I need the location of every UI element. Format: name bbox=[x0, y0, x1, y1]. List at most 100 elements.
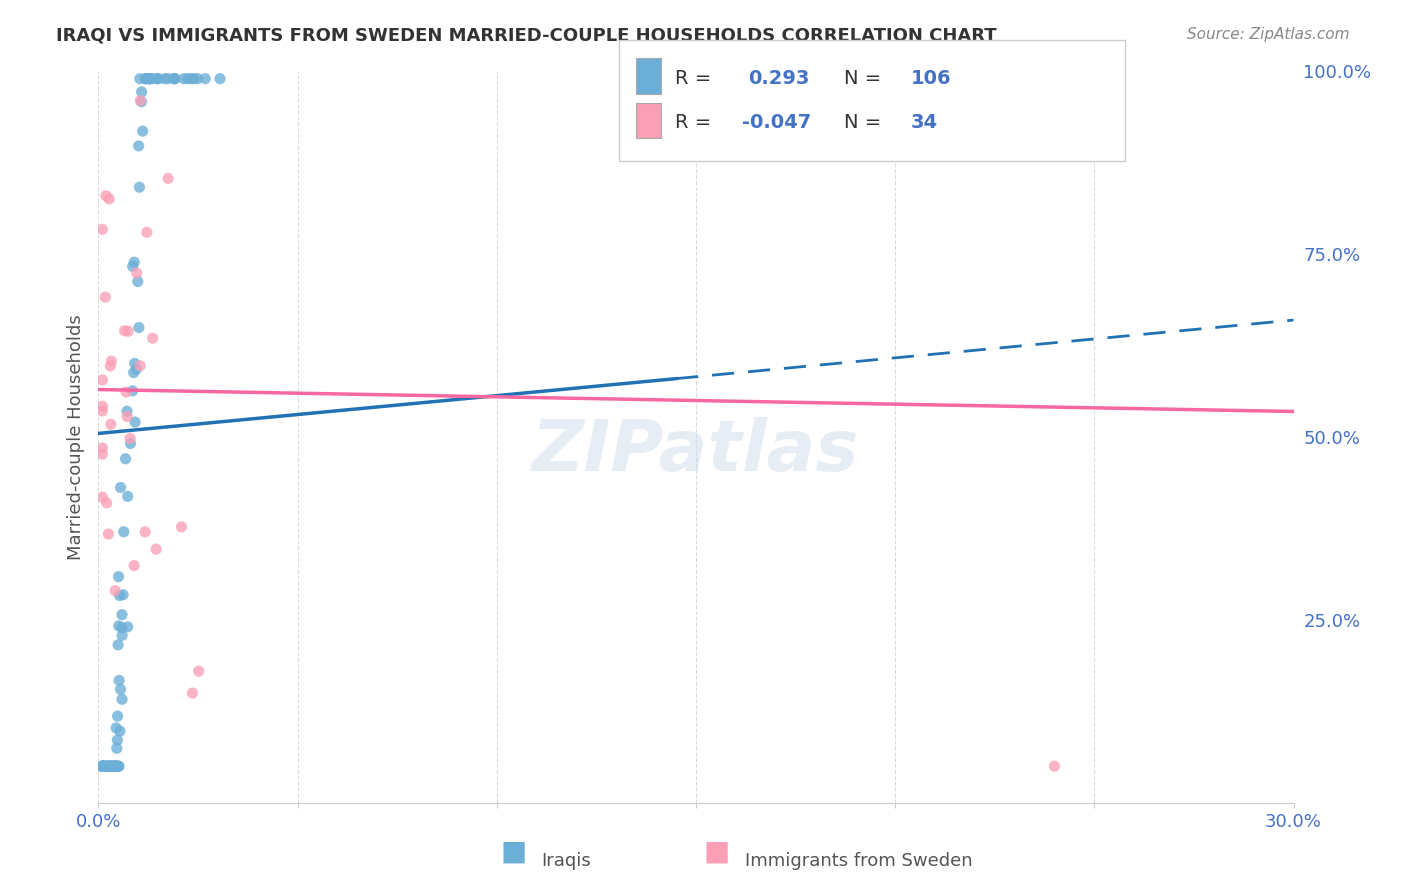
Point bbox=[112, 524, 135, 539]
Point bbox=[153, 71, 176, 86]
Point bbox=[91, 759, 114, 773]
Point bbox=[129, 94, 152, 108]
Point bbox=[194, 71, 217, 86]
Point bbox=[101, 759, 124, 773]
Point bbox=[107, 759, 129, 773]
Point bbox=[94, 759, 117, 773]
Point bbox=[121, 384, 143, 398]
Point bbox=[91, 490, 114, 504]
Point bbox=[135, 225, 157, 239]
Point bbox=[91, 759, 114, 773]
Text: -0.047: -0.047 bbox=[742, 113, 811, 132]
Point bbox=[91, 759, 114, 773]
Point bbox=[114, 324, 136, 338]
Point bbox=[107, 709, 129, 723]
Point bbox=[111, 621, 134, 635]
Point bbox=[91, 759, 114, 773]
Point bbox=[117, 324, 139, 338]
Point bbox=[124, 415, 146, 429]
Point bbox=[108, 724, 131, 739]
Point bbox=[96, 759, 118, 773]
Point bbox=[105, 741, 128, 756]
Point bbox=[187, 664, 209, 678]
Point bbox=[107, 619, 129, 633]
Point bbox=[104, 583, 127, 598]
Point bbox=[135, 71, 157, 86]
Point bbox=[104, 759, 127, 773]
Point bbox=[91, 759, 114, 773]
Point bbox=[100, 759, 122, 773]
Point bbox=[101, 759, 124, 773]
Point bbox=[115, 409, 138, 424]
Point bbox=[107, 638, 129, 652]
Point bbox=[94, 188, 117, 202]
Point bbox=[111, 692, 134, 706]
Point bbox=[107, 570, 129, 584]
Point bbox=[98, 759, 121, 773]
Point bbox=[91, 759, 114, 773]
Point bbox=[107, 759, 129, 773]
Point bbox=[148, 71, 170, 86]
Text: ■: ■ bbox=[704, 838, 730, 865]
Text: 106: 106 bbox=[911, 69, 952, 87]
Point bbox=[103, 759, 125, 773]
Point bbox=[107, 759, 129, 773]
Point bbox=[134, 524, 156, 539]
Point bbox=[163, 71, 186, 86]
Text: IRAQI VS IMMIGRANTS FROM SWEDEN MARRIED-COUPLE HOUSEHOLDS CORRELATION CHART: IRAQI VS IMMIGRANTS FROM SWEDEN MARRIED-… bbox=[56, 27, 997, 45]
Point bbox=[157, 171, 180, 186]
Point bbox=[125, 266, 148, 280]
Point bbox=[91, 441, 114, 455]
Point bbox=[101, 759, 124, 773]
Point bbox=[108, 759, 131, 773]
Text: R =: R = bbox=[675, 69, 717, 87]
Y-axis label: Married-couple Households: Married-couple Households bbox=[66, 314, 84, 560]
Text: 34: 34 bbox=[911, 113, 938, 132]
Point bbox=[110, 481, 132, 495]
Point bbox=[120, 436, 142, 450]
Point bbox=[93, 759, 115, 773]
Point bbox=[91, 404, 114, 418]
Point bbox=[180, 71, 202, 86]
Point bbox=[98, 759, 121, 773]
Text: ■: ■ bbox=[501, 838, 526, 865]
Point bbox=[94, 759, 117, 773]
Point bbox=[101, 759, 124, 773]
Point bbox=[101, 759, 124, 773]
Point bbox=[94, 290, 117, 304]
Point bbox=[135, 71, 157, 86]
Point bbox=[91, 759, 114, 773]
Point bbox=[91, 399, 114, 413]
Point bbox=[105, 733, 128, 747]
Point bbox=[115, 404, 138, 418]
Point bbox=[163, 71, 186, 86]
Text: ZIPatlas: ZIPatlas bbox=[533, 417, 859, 486]
Point bbox=[170, 520, 193, 534]
Point bbox=[122, 366, 145, 380]
Point bbox=[122, 255, 145, 269]
Point bbox=[128, 180, 150, 194]
Point bbox=[96, 496, 118, 510]
Point bbox=[104, 759, 127, 773]
Text: Immigrants from Sweden: Immigrants from Sweden bbox=[745, 852, 973, 870]
Point bbox=[104, 759, 127, 773]
Point bbox=[93, 759, 115, 773]
Point bbox=[98, 359, 121, 373]
Point bbox=[100, 354, 122, 368]
Point bbox=[138, 71, 160, 86]
Point bbox=[139, 71, 162, 86]
Point bbox=[97, 527, 120, 541]
Point bbox=[91, 759, 114, 773]
Point bbox=[111, 607, 134, 622]
Point bbox=[108, 589, 131, 603]
Point bbox=[100, 417, 122, 432]
Point bbox=[139, 71, 162, 86]
Point bbox=[122, 558, 145, 573]
Point bbox=[105, 721, 128, 735]
Point bbox=[91, 759, 114, 773]
Point bbox=[128, 320, 150, 334]
Point bbox=[131, 85, 153, 99]
Point bbox=[91, 222, 114, 236]
Point bbox=[103, 759, 125, 773]
Point bbox=[94, 759, 117, 773]
